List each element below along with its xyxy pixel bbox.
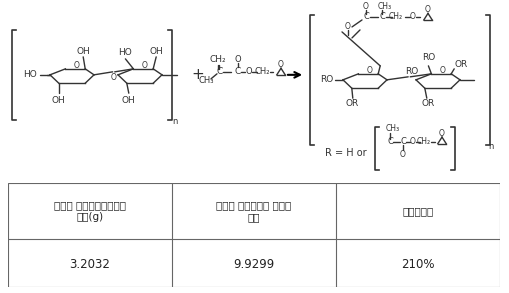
Text: OH: OH [76,47,90,56]
Text: O: O [438,66,444,75]
Text: C: C [235,67,241,76]
Text: RO: RO [405,67,418,76]
Text: +: + [191,67,204,82]
Text: 조사후 셀룰로오스 부직포
무게: 조사후 셀룰로오스 부직포 무게 [216,200,291,222]
Text: O: O [110,73,117,82]
Text: C: C [378,13,384,21]
Text: HO: HO [118,48,132,57]
Text: n: n [487,142,493,151]
Text: O: O [362,2,368,11]
Text: 3.2032: 3.2032 [69,258,110,271]
Text: O: O [399,150,405,159]
Text: O: O [141,61,147,70]
Text: O: O [424,5,430,14]
Text: OH: OH [122,96,135,105]
Text: RO: RO [320,75,333,84]
Text: n: n [172,117,177,126]
Text: 210%: 210% [400,258,434,271]
Text: 조사전 셀룰로오스부직포
무게(g): 조사전 셀룰로오스부직포 무게(g) [53,200,125,222]
Text: CH₃: CH₃ [385,124,399,133]
Text: OR: OR [345,99,358,108]
Text: RO: RO [421,53,434,62]
Text: O: O [277,60,284,69]
Text: O: O [409,13,415,21]
Text: O: O [73,61,79,70]
Text: O: O [409,137,415,146]
Text: 그라프팅률: 그라프팅률 [402,206,433,216]
Text: CH₂: CH₂ [209,55,226,64]
Text: CH₂: CH₂ [254,67,269,76]
Text: C: C [216,67,223,76]
Text: OR: OR [454,60,467,69]
Text: CH₃: CH₃ [377,2,391,11]
Text: CH₂: CH₂ [416,137,430,146]
Text: HO: HO [23,70,37,79]
Text: O: O [438,129,444,138]
Text: C: C [386,137,392,146]
Text: CH₃: CH₃ [198,76,213,85]
Text: O: O [345,23,350,31]
Text: C: C [399,137,405,146]
Text: CH₂: CH₂ [388,13,402,21]
Text: OR: OR [420,99,434,108]
Text: O: O [245,67,252,76]
Text: R = H or: R = H or [324,148,366,158]
Text: O: O [365,66,372,75]
Text: C: C [362,13,368,21]
Text: OH: OH [149,47,163,56]
Text: OH: OH [52,96,66,105]
Text: O: O [234,55,241,64]
Text: 9.9299: 9.9299 [233,258,274,271]
